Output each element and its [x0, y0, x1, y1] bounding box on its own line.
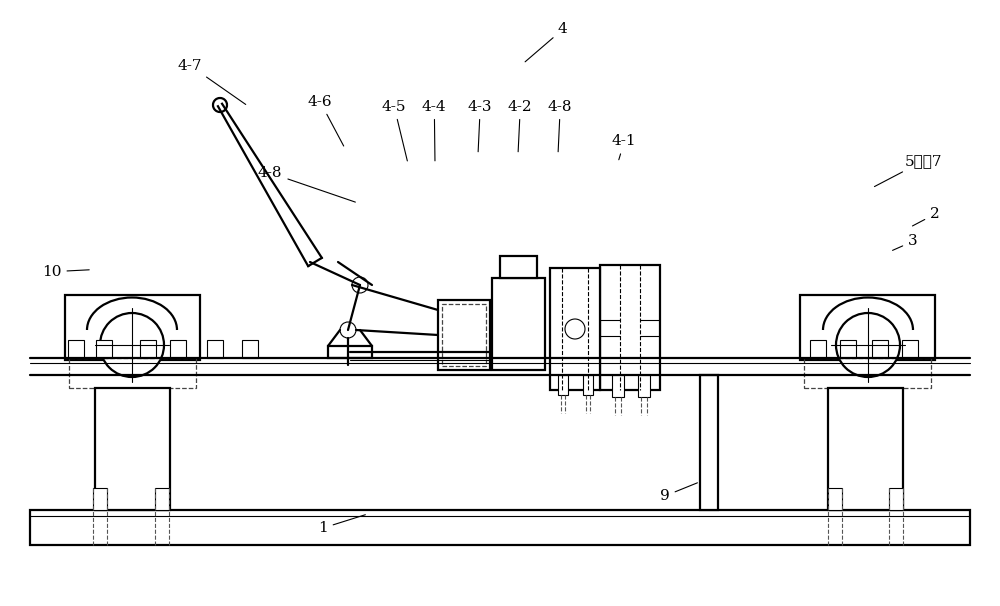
- Bar: [93, 488, 107, 510]
- Text: 4-8: 4-8: [258, 166, 355, 202]
- Bar: [328, 346, 372, 358]
- Bar: [889, 488, 903, 510]
- Bar: [828, 388, 903, 510]
- Bar: [242, 340, 258, 358]
- Bar: [68, 340, 84, 358]
- Text: 4: 4: [525, 22, 568, 62]
- Bar: [872, 340, 888, 358]
- Bar: [800, 295, 935, 360]
- Text: 4-5: 4-5: [382, 100, 407, 161]
- Circle shape: [352, 277, 368, 293]
- Text: 10: 10: [42, 265, 89, 279]
- Bar: [638, 375, 650, 397]
- Circle shape: [340, 322, 356, 338]
- Bar: [828, 488, 842, 510]
- Bar: [65, 295, 200, 360]
- Text: 2: 2: [912, 207, 940, 226]
- Text: 4-4: 4-4: [422, 100, 447, 161]
- Bar: [840, 340, 856, 358]
- Bar: [810, 340, 826, 358]
- Bar: [612, 375, 624, 397]
- Bar: [804, 358, 931, 388]
- Bar: [500, 256, 537, 278]
- Text: 9: 9: [660, 483, 697, 503]
- Bar: [207, 340, 223, 358]
- Bar: [442, 304, 486, 366]
- Bar: [583, 375, 593, 395]
- Bar: [30, 510, 970, 545]
- Bar: [700, 375, 718, 510]
- Bar: [140, 340, 156, 358]
- Bar: [95, 388, 170, 510]
- Text: 4-1: 4-1: [612, 135, 637, 160]
- Bar: [558, 375, 568, 395]
- Text: 3: 3: [893, 235, 918, 250]
- Text: 5或朇7: 5或朇7: [874, 154, 942, 187]
- Circle shape: [100, 313, 164, 377]
- Bar: [69, 358, 196, 388]
- Text: 4-3: 4-3: [468, 100, 492, 152]
- Bar: [96, 340, 112, 358]
- Text: 4-8: 4-8: [548, 100, 572, 152]
- Bar: [550, 268, 600, 390]
- Bar: [155, 488, 169, 510]
- Bar: [438, 300, 490, 370]
- Circle shape: [565, 319, 585, 339]
- Text: 4-2: 4-2: [508, 100, 533, 152]
- Bar: [492, 278, 545, 370]
- Text: 1: 1: [318, 514, 365, 535]
- Bar: [600, 265, 660, 390]
- Text: 4-6: 4-6: [308, 95, 344, 146]
- Bar: [902, 340, 918, 358]
- Circle shape: [836, 313, 900, 377]
- Bar: [170, 340, 186, 358]
- Text: 4-7: 4-7: [178, 59, 246, 104]
